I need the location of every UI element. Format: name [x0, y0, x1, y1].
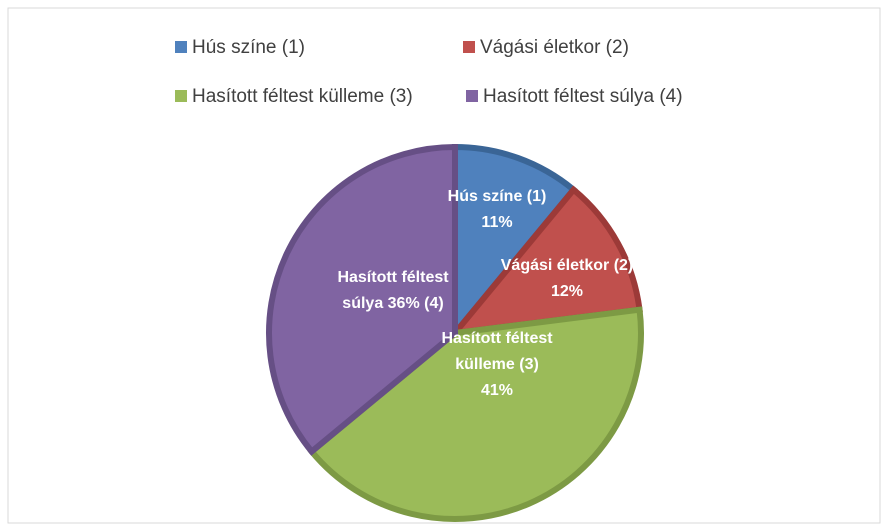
data-label: Hasított féltest [337, 269, 449, 286]
legend-swatch [466, 90, 478, 102]
data-label: 41% [481, 382, 513, 399]
legend-label: Vágási életkor (2) [480, 37, 629, 58]
legend-label: Hús színe (1) [192, 37, 305, 58]
data-label: külleme (3) [455, 356, 539, 373]
data-label: súlya 36% (4) [342, 295, 443, 312]
legend-swatch [463, 41, 475, 53]
data-label: 12% [551, 283, 583, 300]
pie-slice [447, 185, 643, 337]
legend-swatch [175, 90, 187, 102]
data-label: Hús színe (1) [448, 188, 547, 205]
data-label: Vágási életkor (2) [501, 257, 634, 274]
pie-slice [266, 143, 458, 456]
legend-label: Hasított féltest külleme (3) [192, 86, 413, 107]
pie-slice [307, 306, 644, 522]
legend-swatch [175, 41, 187, 53]
data-label: Hasított féltest [441, 330, 553, 347]
data-label: 11% [481, 214, 512, 231]
legend-label: Hasított féltest súlya (4) [483, 86, 683, 107]
pie-slice [452, 143, 578, 342]
